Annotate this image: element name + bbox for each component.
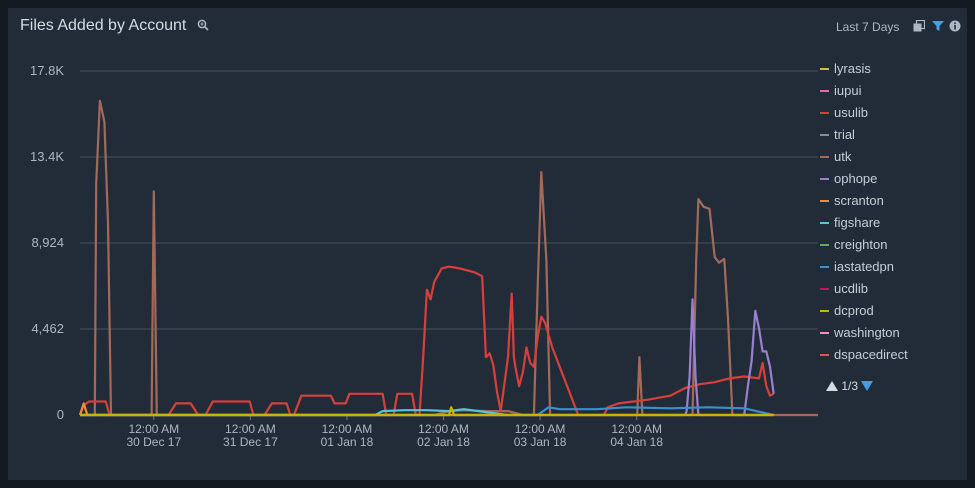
y-axis-ticks: 0 4,462 8,924 13.4K 17.8K — [30, 63, 64, 422]
zoom-icon[interactable] — [197, 19, 209, 31]
x-tick-date: 02 Jan 18 — [417, 435, 470, 449]
x-tick-time: 12:00 AM — [128, 422, 179, 436]
x-tick-time: 12:00 AM — [322, 422, 373, 436]
legend-label: iastatedpn — [834, 259, 894, 274]
panel-title: Files Added by Account — [20, 17, 187, 34]
pager-next-icon[interactable] — [861, 380, 874, 391]
info-icon[interactable] — [949, 20, 961, 32]
legend-swatch — [820, 112, 829, 114]
x-tick-date: 03 Jan 18 — [514, 435, 567, 449]
legend-label: ucdlib — [834, 281, 868, 296]
time-range-label[interactable]: Last 7 Days — [836, 20, 900, 34]
chart-series — [78, 99, 818, 417]
legend-item-creighton[interactable]: creighton — [820, 236, 930, 258]
legend-item-washington[interactable]: washington — [820, 324, 930, 346]
legend-swatch — [820, 156, 829, 158]
x-tick-date: 01 Jan 18 — [321, 435, 374, 449]
x-tick-time: 12:00 AM — [611, 422, 662, 436]
legend-swatch — [820, 222, 829, 224]
grid-lines — [80, 70, 818, 416]
legend-swatch — [820, 178, 829, 180]
legend-item-iupui[interactable]: iupui — [820, 82, 930, 104]
legend-item-dcprod[interactable]: dcprod — [820, 302, 930, 324]
legend-label: creighton — [834, 237, 888, 252]
series-line-dcprod[interactable] — [80, 406, 774, 417]
series-line-usulib[interactable] — [78, 265, 775, 417]
legend-label: dcprod — [834, 303, 874, 318]
y-tick-label: 4,462 — [31, 321, 64, 336]
legend-swatch — [820, 266, 829, 268]
legend-label: utk — [834, 149, 852, 164]
legend-swatch — [820, 244, 829, 246]
legend-label: ophope — [834, 171, 878, 186]
x-tick-time: 12:00 AM — [225, 422, 276, 436]
legend-item-iastatedpn[interactable]: iastatedpn — [820, 258, 930, 280]
legend-swatch — [820, 310, 829, 312]
chart-panel: Files Added by Account Last 7 Days — [8, 8, 967, 480]
legend-pager: 1/3 — [826, 378, 874, 393]
legend-label: trial — [834, 127, 855, 142]
legend-item-ophope[interactable]: ophope — [820, 170, 930, 192]
legend-label: dspacedirect — [834, 347, 908, 362]
legend-swatch — [820, 288, 829, 290]
legend: lyrasis iupui usulib trial utk ophope scranton… — [820, 60, 930, 368]
x-tick-date: 30 Dec 17 — [126, 435, 181, 449]
legend-label: iupui — [834, 83, 862, 98]
y-tick-label: 13.4K — [30, 149, 64, 164]
x-tick-time: 12:00 AM — [418, 422, 469, 436]
y-tick-label: 0 — [57, 407, 64, 422]
copy-icon[interactable] — [913, 20, 925, 32]
legend-swatch — [820, 354, 829, 356]
series-line-iastatedpn[interactable] — [80, 406, 774, 417]
series-line-utk[interactable] — [80, 99, 818, 417]
series-line-ophope[interactable] — [80, 298, 775, 417]
legend-swatch — [820, 200, 829, 202]
pager-prev-icon[interactable] — [826, 380, 838, 391]
legend-swatch — [820, 332, 829, 334]
legend-item-lyrasis[interactable]: lyrasis — [820, 60, 930, 82]
legend-label: lyrasis — [834, 61, 871, 76]
legend-label: scranton — [834, 193, 884, 208]
x-tick-time: 12:00 AM — [515, 422, 566, 436]
legend-item-scranton[interactable]: scranton — [820, 192, 930, 214]
legend-swatch — [820, 90, 829, 92]
x-tick-date: 31 Dec 17 — [223, 435, 278, 449]
legend-item-ucdlib[interactable]: ucdlib — [820, 280, 930, 302]
legend-label: usulib — [834, 105, 868, 120]
legend-swatch — [820, 134, 829, 136]
legend-item-figshare[interactable]: figshare — [820, 214, 930, 236]
y-tick-label: 8,924 — [31, 235, 64, 250]
filter-icon[interactable] — [932, 20, 944, 32]
x-tick-date: 04 Jan 18 — [610, 435, 663, 449]
legend-item-trial[interactable]: trial — [820, 126, 930, 148]
legend-item-dspacedirect[interactable]: dspacedirect — [820, 346, 930, 368]
pager-label: 1/3 — [841, 378, 859, 393]
legend-item-utk[interactable]: utk — [820, 148, 930, 170]
legend-item-usulib[interactable]: usulib — [820, 104, 930, 126]
legend-swatch — [820, 68, 829, 70]
legend-label: washington — [834, 325, 900, 340]
legend-label: figshare — [834, 215, 881, 230]
series-line-figshare[interactable] — [80, 408, 509, 417]
y-tick-label: 17.8K — [30, 63, 64, 78]
